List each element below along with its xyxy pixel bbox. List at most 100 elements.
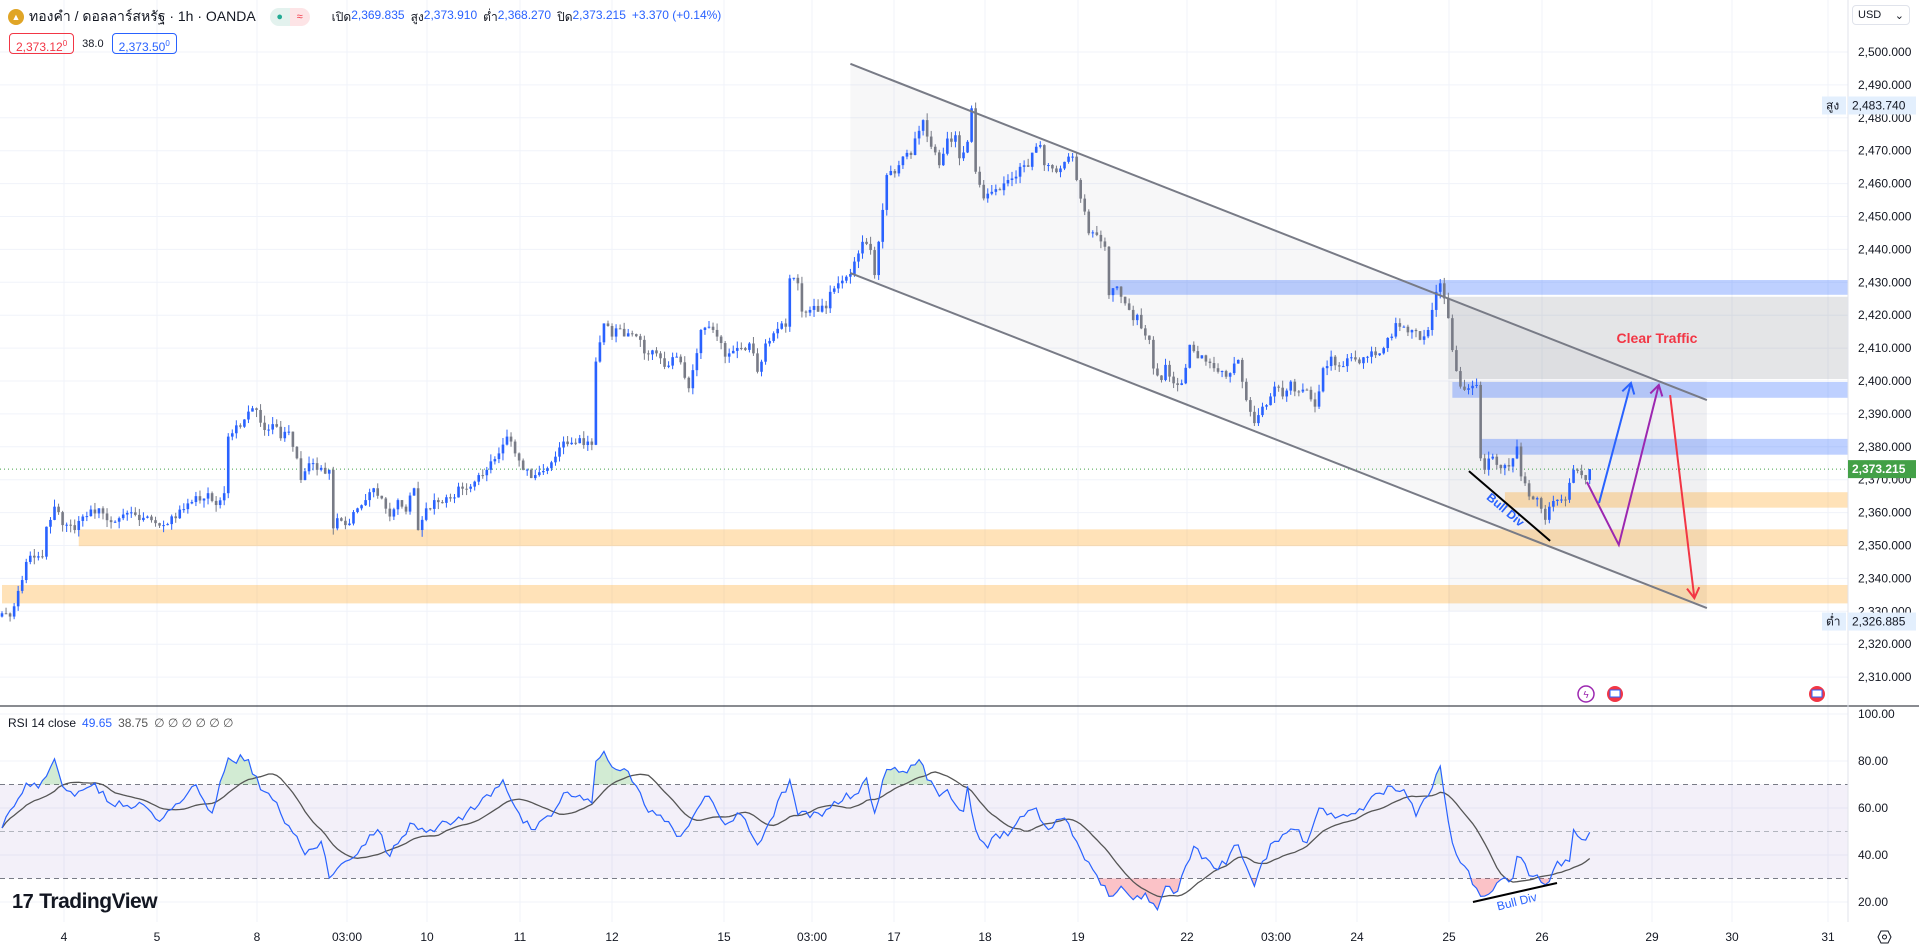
demand-zone[interactable]	[78, 529, 1848, 547]
price-axis-tick: 2,310.000	[1858, 670, 1912, 684]
candle	[142, 512, 145, 522]
candle	[251, 405, 254, 412]
candle	[1075, 152, 1078, 182]
rsi-title[interactable]: RSI 14 close	[8, 716, 77, 730]
candle-body	[784, 323, 788, 327]
candle-body	[598, 342, 602, 362]
candle	[1515, 439, 1519, 460]
channel-upper-line[interactable]	[850, 62, 1708, 402]
candle-body	[101, 508, 105, 514]
bullish-path-arrow[interactable]	[1598, 382, 1632, 504]
visible-high-label-bg	[1848, 96, 1916, 115]
candle-body	[412, 488, 416, 496]
candle-body	[1434, 291, 1438, 310]
candle-body	[348, 523, 351, 526]
supply-zone[interactable]	[1108, 279, 1848, 295]
open-value: 2,369.835	[351, 7, 405, 22]
candle-body	[711, 326, 715, 330]
candle	[929, 130, 933, 150]
currency-select[interactable]: USD ⌄	[1852, 5, 1910, 25]
market-status-pill[interactable]: ● ≈	[269, 8, 310, 26]
rsi-ma-line[interactable]	[1, 771, 1591, 898]
candle	[1382, 346, 1385, 355]
candle	[113, 520, 117, 524]
candle-body	[1422, 336, 1426, 340]
supply-zone[interactable]	[1480, 438, 1848, 455]
candle-body	[271, 424, 274, 430]
candle-body	[1564, 499, 1567, 501]
candle	[37, 551, 40, 561]
buy-button[interactable]: 2,373.500	[111, 33, 177, 54]
candle	[639, 333, 642, 347]
candle-body	[8, 613, 12, 617]
candle	[990, 184, 994, 196]
candle-body	[1305, 389, 1309, 391]
candle	[610, 323, 614, 340]
candle	[1034, 143, 1038, 153]
candle	[1115, 286, 1119, 291]
tradingview-logo[interactable]: 17 TradingView	[12, 890, 158, 914]
candle-body	[1560, 499, 1563, 501]
candle-body	[1426, 330, 1430, 337]
tradingview-logo-icon: 17	[12, 890, 34, 913]
candle	[525, 468, 529, 476]
clear-traffic-zone[interactable]	[1448, 296, 1848, 380]
spread-value: 38.0	[82, 37, 104, 50]
candle	[723, 340, 727, 364]
candle-body	[776, 328, 779, 334]
price-axis-tick: 2,430.000	[1858, 275, 1912, 289]
bearish-path-arrow[interactable]	[1669, 395, 1696, 599]
swing-path-arrow[interactable]	[1586, 384, 1660, 548]
time-axis-tick: 25	[1442, 930, 1456, 944]
time-axis-tick: 17	[887, 930, 901, 944]
candle	[1148, 335, 1151, 345]
visible-low-label: 2,326.885	[1852, 615, 1906, 629]
candle-body	[978, 171, 981, 185]
candle	[432, 493, 436, 515]
candle-body	[12, 606, 16, 617]
rsi-line[interactable]	[1, 750, 1591, 912]
candle-body	[299, 458, 303, 481]
candle-body	[1313, 399, 1317, 407]
demand-zone[interactable]	[2, 584, 1848, 604]
candle-body	[469, 486, 472, 489]
candle-body	[865, 241, 868, 244]
candle	[1430, 302, 1434, 336]
candle-body	[788, 278, 792, 327]
candle-body	[28, 555, 32, 562]
candle-body	[683, 362, 687, 378]
price-divergence-line[interactable]	[1468, 470, 1551, 542]
candle-body	[340, 518, 343, 521]
time-axis-tick: 31	[1821, 930, 1835, 944]
rsi-divergence-line[interactable]	[1472, 881, 1558, 903]
event-lightning-icon[interactable]	[1577, 685, 1595, 703]
candle	[889, 165, 893, 176]
candle-body	[986, 193, 990, 199]
candle	[1111, 287, 1115, 302]
candle-body	[897, 165, 901, 174]
candle	[1410, 329, 1414, 339]
candle	[45, 526, 48, 560]
candle	[1269, 393, 1272, 406]
axis-settings-icon[interactable]	[1877, 930, 1892, 944]
candle	[626, 328, 630, 337]
candle-body	[1261, 406, 1264, 416]
supply-zone[interactable]	[1452, 381, 1848, 398]
candle-body	[889, 171, 893, 176]
channel-fill	[850, 63, 1707, 609]
channel-lower-line[interactable]	[850, 272, 1708, 609]
symbol-title[interactable]: ทองคำ / ดอลลาร์สหรัฐ · 1h · OANDA	[29, 8, 256, 24]
candle	[1289, 380, 1293, 395]
candle-body	[1030, 152, 1034, 167]
candle-body	[1079, 179, 1082, 199]
candle-body	[1535, 498, 1539, 500]
candle-body	[1447, 298, 1450, 319]
candle-body	[170, 516, 173, 525]
demand-zone[interactable]	[1504, 492, 1848, 508]
candle-body	[1091, 232, 1095, 234]
sell-button[interactable]: 2,373.120	[9, 33, 75, 54]
candle-body	[1588, 469, 1592, 481]
candle-body	[521, 460, 525, 470]
candle	[1228, 372, 1232, 383]
